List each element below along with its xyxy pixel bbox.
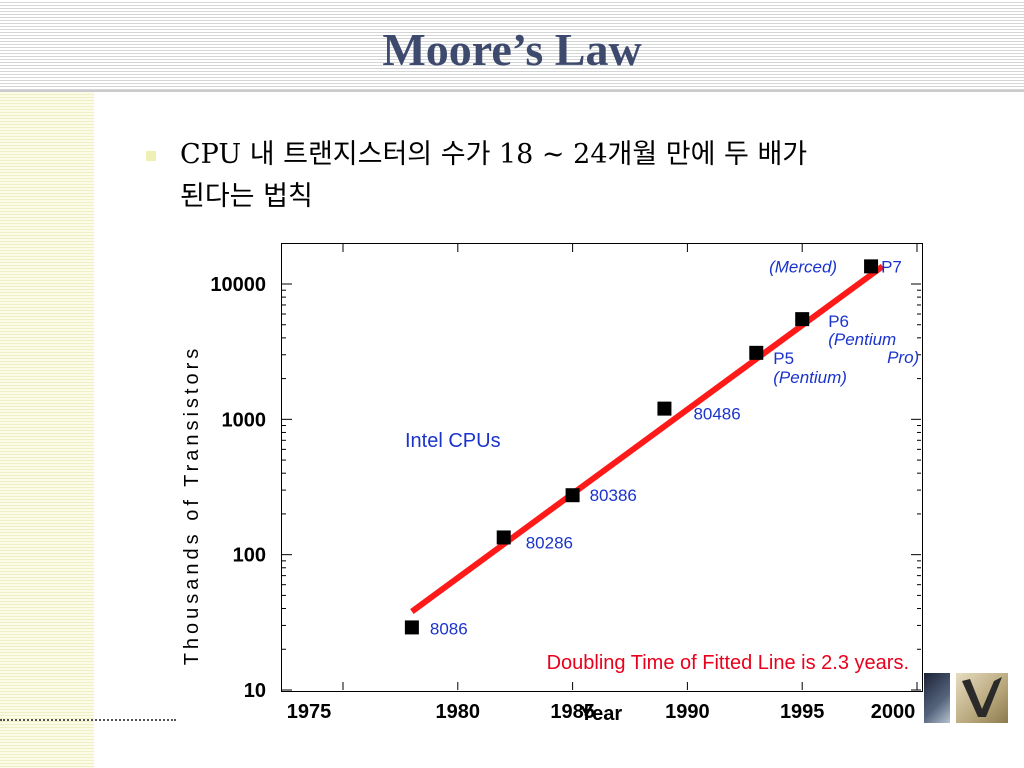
pen-nib-icon [956,673,1008,723]
data-point-label: 80286 [526,533,573,552]
data-point-marker [565,488,580,503]
data-point-label: 80386 [590,486,637,505]
y-tick-label: 1000 [222,409,267,431]
slide-title: Moore’s Law [382,24,642,75]
data-point-label: 8086 [430,619,468,638]
bullet-square-icon [146,151,156,161]
left-sidebar-stripes [0,92,94,768]
data-point-marker [657,401,672,416]
y-tick-label: 10000 [210,274,266,296]
header-stripes [0,0,1024,90]
x-axis-label: Year [580,703,622,725]
pen-nib-icon-svg [962,677,1002,717]
data-point-marker [749,345,764,360]
data-point-label: 80486 [693,405,740,424]
data-point-label: (Pentium) [773,368,847,387]
data-point-marker [404,620,419,635]
data-point-marker [496,530,511,545]
y-axis-label: Thousands of Transistors [181,345,203,666]
pen-tip-icon [924,673,950,723]
data-point-label: Pro) [887,348,919,367]
data-point-label: P5 [773,349,794,368]
data-point-marker [864,259,879,274]
data-point-label: (Merced) [769,257,837,276]
y-tick-label: 10 [244,680,266,702]
chart-footnote: Doubling Time of Fitted Line is 2.3 year… [547,652,909,674]
x-tick-label: 1990 [665,701,710,723]
y-tick-label: 100 [233,545,266,567]
x-tick-label: 2000 [871,701,916,723]
bullet-text-line-1: CPU 내 트랜지스터의 수가 18 ~ 24개월 만에 두 배가 [180,139,808,170]
data-point-label: (Pentium [828,330,896,349]
dotted-divider [0,719,176,721]
x-tick-label: 1985 [550,701,595,723]
x-tick-label: 1995 [780,701,825,723]
data-point-marker [795,312,810,327]
x-tick-label: 1980 [436,701,481,723]
data-point-label: P6 [828,312,849,331]
x-tick-label: 1975 [287,701,332,723]
bullet-text-line-2: 된다는 법칙 [180,181,313,212]
chart-annotation: Intel CPUs [405,430,501,452]
data-point-label: P7 [881,257,902,276]
header-divider [0,90,1024,92]
bullet-text: CPU 내 트랜지스터의 수가 18 ~ 24개월 만에 두 배가 된다는 법칙 [180,134,980,218]
